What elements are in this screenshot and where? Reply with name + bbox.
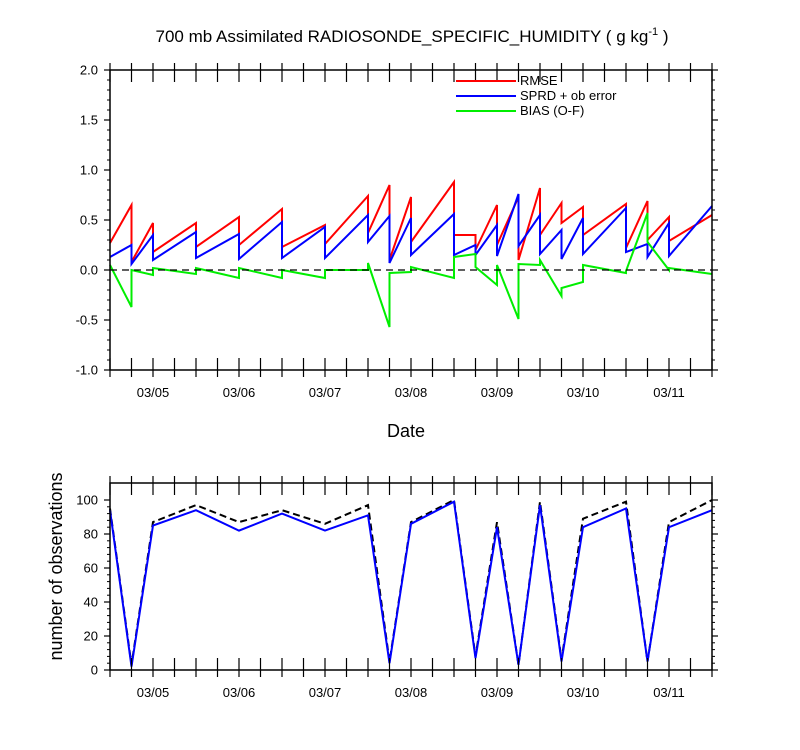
top-plot-frame [109,69,713,371]
x-tick-label: 03/06 [223,385,256,400]
x-tick-label: 03/11 [653,385,685,400]
series-line-sprd-ob-error [109,193,713,268]
y-tick-label: 60 [84,561,98,576]
x-tick-label: 03/11 [653,685,685,700]
x-tick-label: 03/09 [481,385,514,400]
series-line-possible [109,498,713,666]
x-tick-label: 03/06 [223,685,256,700]
series-line-bias-o-f [109,212,713,328]
chart-title-suffix: ) [658,27,668,46]
x-tick-label: 03/10 [567,385,600,400]
top-x-tick-labels: 03/05 03/06 03/07 03/08 03/09 03/10 03/11 [137,385,685,400]
x-tick-label: 03/08 [395,385,428,400]
bottom-plot-frame [109,482,713,671]
bottom-axes [104,476,718,677]
x-tick-label: 03/08 [395,685,428,700]
y-axis-label: number of observations [46,472,66,660]
y-tick-label: 20 [84,629,98,644]
x-tick-label: 03/07 [309,685,342,700]
y-tick-label: 0.5 [80,213,98,228]
x-tick-label: 03/05 [137,385,170,400]
x-tick-label: 03/09 [481,685,514,700]
series-line-assimilated [109,500,713,667]
top-y-tick-labels: -1.0 -0.5 0.0 0.5 1.0 1.5 2.0 [76,63,98,378]
legend-label: RMSE [520,73,558,88]
legend-label: BIAS (O-F) [520,103,584,118]
y-tick-label: 40 [84,595,98,610]
series-line-rmse [109,178,713,263]
x-axis-label: Date [387,421,425,441]
x-tick-label: 03/07 [309,385,342,400]
y-tick-label: 1.5 [80,113,98,128]
bottom-series-group [109,498,713,667]
x-tick-label: 03/10 [567,685,600,700]
chart-title-exponent: -1 [648,26,658,38]
chart-title: 700 mb Assimilated RADIOSONDE_SPECIFIC_H… [156,26,669,46]
y-tick-label: -0.5 [76,313,98,328]
y-tick-label: 0.0 [80,263,98,278]
bottom-y-tick-labels: 0 20 40 60 80 100 [76,493,98,678]
bottom-x-tick-labels: 03/05 03/06 03/07 03/08 03/09 03/10 03/11 [137,685,685,700]
y-tick-label: 80 [84,527,98,542]
legend-label: SPRD + ob error [520,88,617,103]
y-tick-label: 0 [91,663,98,678]
top-series-group [109,178,713,328]
x-tick-label: 03/05 [137,685,170,700]
y-tick-label: 2.0 [80,63,98,78]
y-tick-label: -1.0 [76,363,98,378]
y-tick-label: 1.0 [80,163,98,178]
top-plot: -1.0-0.50.00.51.01.52.0 03/05 03/06 03/07 0… [76,63,718,441]
y-tick-label: 100 [76,493,98,508]
chart-title-main: 700 mb Assimilated RADIOSONDE_SPECIFIC_H… [156,27,649,46]
